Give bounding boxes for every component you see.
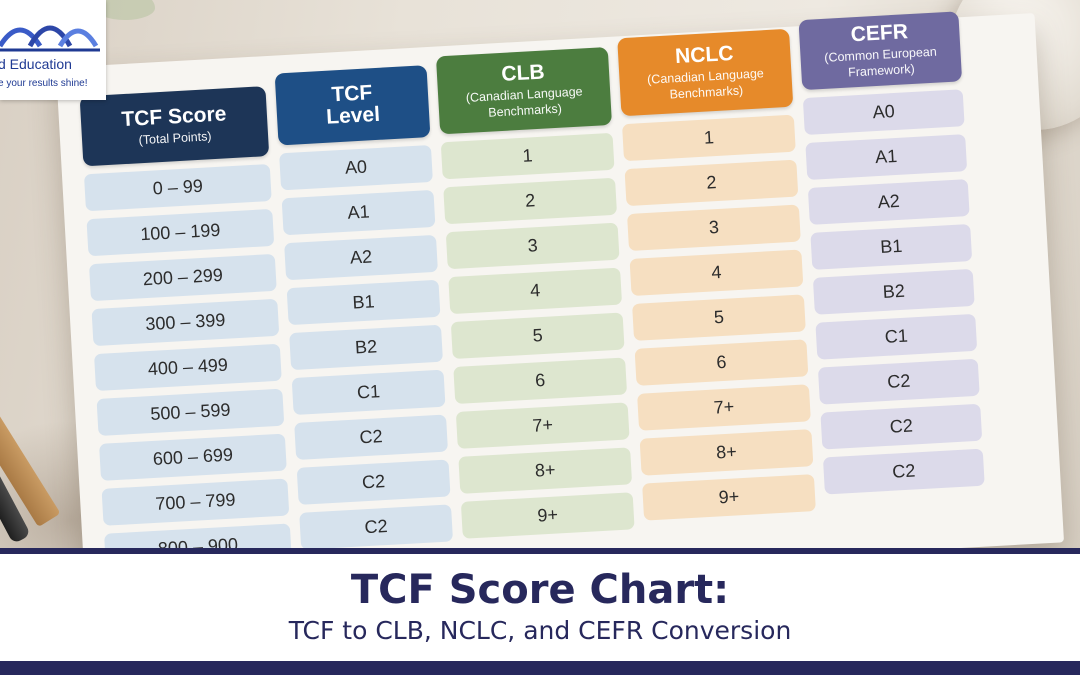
table-cell-tcf: A1: [281, 189, 436, 236]
table-cell-tcf: C2: [294, 414, 449, 460]
header-clb: CLB (Canadian Language Benchmarks): [435, 46, 613, 135]
column-cefr: CEFR (Common European Framework) A0 A1 A2 B…: [798, 11, 986, 530]
table-cell-nclc: 4: [629, 249, 804, 296]
table-cell-cefr: C2: [822, 448, 985, 495]
table-cell-score: 400 – 499: [94, 343, 282, 392]
table-cell-tcf: A2: [284, 234, 438, 281]
table-cell-score: 100 – 199: [86, 208, 275, 257]
table-cell-clb: 5: [450, 312, 625, 360]
table-cell-clb: 8+: [458, 447, 633, 494]
table-cell-nclc: 5: [632, 294, 806, 341]
table-cell-nclc: 6: [634, 339, 809, 386]
header-title: CLB: [500, 60, 546, 86]
leaf-decoration: [95, 0, 155, 20]
table-cell-cefr: A1: [805, 134, 968, 180]
photo-scene: TCF Score (Total Points) 0 – 99 100 – 199…: [0, 0, 1080, 548]
header-cefr: CEFR (Common European Framework): [798, 11, 963, 91]
column-tcf-score: TCF Score (Total Points) 0 – 99 100 – 199…: [78, 64, 292, 548]
table-cell-cefr: C1: [815, 313, 978, 360]
header-subtitle: (Total Points): [138, 128, 212, 147]
table-cell-tcf: B2: [289, 324, 443, 371]
header-title: TCF Score: [120, 102, 227, 131]
table-cell-cefr: C2: [820, 403, 983, 450]
banner-subtitle: TCF to CLB, NCLC, and CEFR Conversion: [288, 616, 792, 645]
table-cell-score: 0 – 99: [83, 163, 272, 212]
header-subtitle: (Canadian Language Benchmarks): [646, 66, 765, 102]
table-cell-cefr: B1: [810, 223, 973, 270]
brand-name: d Education: [0, 56, 72, 72]
table-cell-cefr: A0: [802, 89, 965, 136]
table-cell-cefr: B2: [812, 268, 975, 315]
table-cell-clb: 2: [443, 177, 618, 225]
table-cell-clb: 7+: [455, 402, 630, 449]
table-cell-nclc: 7+: [637, 384, 811, 431]
header-tcf-level: TCF Level: [274, 65, 431, 146]
table-cell-score: 700 – 799: [101, 478, 290, 526]
conversion-table: TCF Score (Total Points) 0 – 99 100 – 199…: [78, 11, 986, 548]
table-cell-nclc: 1: [622, 114, 796, 162]
header-subtitle: (Common European Framework): [823, 44, 938, 80]
header-subtitle: (Canadian Language Benchmarks): [465, 84, 583, 120]
table-cell-score: 600 – 699: [99, 433, 287, 481]
table-cell-nclc: 3: [627, 204, 801, 252]
table-cell-score: 300 – 399: [91, 298, 280, 347]
table-cell-tcf: A0: [279, 144, 433, 191]
header-title: TCF Level: [325, 81, 381, 129]
banner-title: TCF Score Chart:: [350, 567, 730, 613]
header-tcf-score: TCF Score (Total Points): [79, 86, 270, 167]
table-cell-score: 500 – 599: [96, 388, 285, 436]
brand-tagline: e your results shine!: [0, 78, 88, 89]
bridge-logo-icon: [0, 25, 100, 52]
caption-banner: TCF Score Chart: TCF to CLB, NCLC, and C…: [0, 548, 1080, 675]
table-cell-cefr: C2: [817, 358, 980, 405]
table-cell-tcf: C2: [299, 504, 454, 548]
table-cell-clb: 1: [440, 132, 615, 180]
table-cell-cefr: A2: [807, 179, 970, 225]
score-chart-paper: TCF Score (Total Points) 0 – 99 100 – 199…: [55, 11, 1065, 548]
table-cell-score: 800 – 900: [104, 523, 292, 548]
table-cell-clb: 6: [453, 357, 628, 404]
table-cell-clb: 9+: [460, 492, 635, 539]
header-title: CEFR: [850, 20, 909, 47]
column-tcf-level: TCF Level A0 A1 A2 B1 B2 C1 C2 C2 C2: [274, 55, 454, 548]
table-cell-nclc: 2: [624, 159, 799, 207]
table-cell-nclc: 8+: [639, 429, 814, 476]
table-cell-clb: 4: [448, 267, 623, 315]
header-nclc: NCLC (Canadian Language Benchmarks): [617, 28, 794, 117]
header-title: NCLC: [674, 41, 735, 69]
brand-logo[interactable]: d Education e your results shine!: [0, 0, 106, 100]
table-cell-tcf: B1: [286, 279, 441, 326]
table-cell-score: 200 – 299: [88, 253, 277, 302]
table-cell-nclc: 9+: [642, 474, 816, 521]
table-cell-tcf: C2: [296, 459, 451, 505]
table-cell-clb: 3: [445, 222, 620, 270]
table-cell-tcf: C1: [291, 369, 446, 416]
